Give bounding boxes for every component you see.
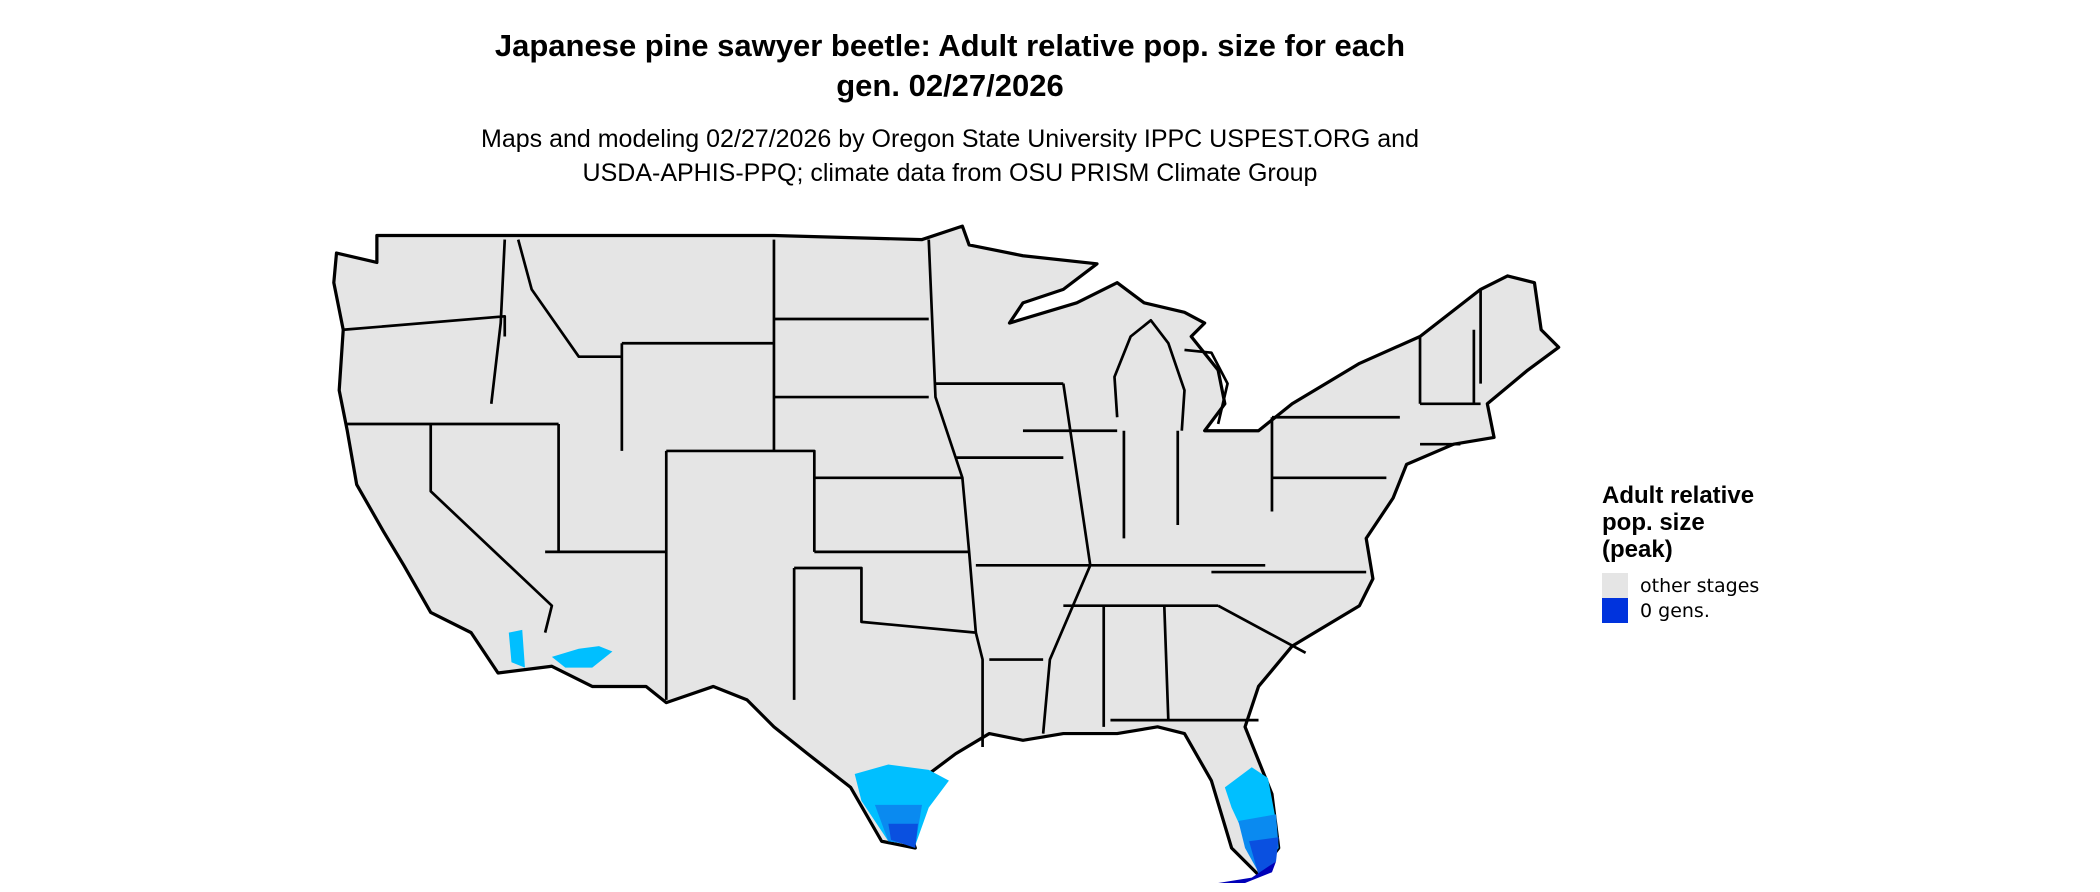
legend-swatch: [1602, 573, 1628, 598]
michigan-outline: [1113, 319, 1229, 431]
map-title: Japanese pine sawyer beetle: Adult relat…: [0, 26, 1900, 106]
southwest-shade: [508, 629, 613, 668]
title-line-2: gen. 02/27/2026: [836, 68, 1064, 103]
title-line-1: Japanese pine sawyer beetle: Adult relat…: [494, 28, 1406, 63]
legend-label: 0 gens.: [1640, 599, 1710, 622]
legend-title: Adult relative pop. size (peak): [1602, 482, 1759, 563]
legend-item-other-stages: other stages: [1602, 573, 1759, 598]
map-subtitle: Maps and modeling 02/27/2026 by Oregon S…: [0, 122, 1900, 190]
population-shading: [508, 629, 1279, 883]
legend-swatch: [1602, 598, 1628, 623]
legend-item-0-gens: 0 gens.: [1602, 598, 1759, 623]
subtitle-line-1: Maps and modeling 02/27/2026 by Oregon S…: [481, 125, 1419, 153]
legend-title-line-2: pop. size: [1602, 509, 1705, 536]
florida-keys-shade: [1218, 861, 1277, 883]
legend-label: other stages: [1640, 574, 1760, 597]
legend: Adult relative pop. size (peak) other st…: [1602, 482, 1759, 623]
legend-title-line-1: Adult relative: [1602, 482, 1755, 509]
subtitle-line-2: USDA-APHIS-PPQ; climate data from OSU PR…: [582, 159, 1318, 187]
legend-title-line-3: (peak): [1602, 536, 1673, 563]
texas-shade-dark: [888, 823, 918, 848]
state-borders: [343, 239, 1482, 748]
florida-shade-dark: [1249, 837, 1279, 875]
